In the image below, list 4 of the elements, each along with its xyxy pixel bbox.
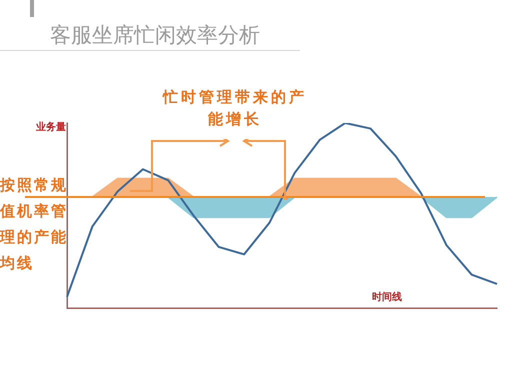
- annotation: 忙时管理带来的产能增长: [161, 87, 308, 130]
- y-axis-title: 业务量: [36, 120, 66, 134]
- chart-title: 客服坐席忙闲效率分析: [50, 22, 260, 49]
- x-axis-title: 时间线: [372, 290, 402, 304]
